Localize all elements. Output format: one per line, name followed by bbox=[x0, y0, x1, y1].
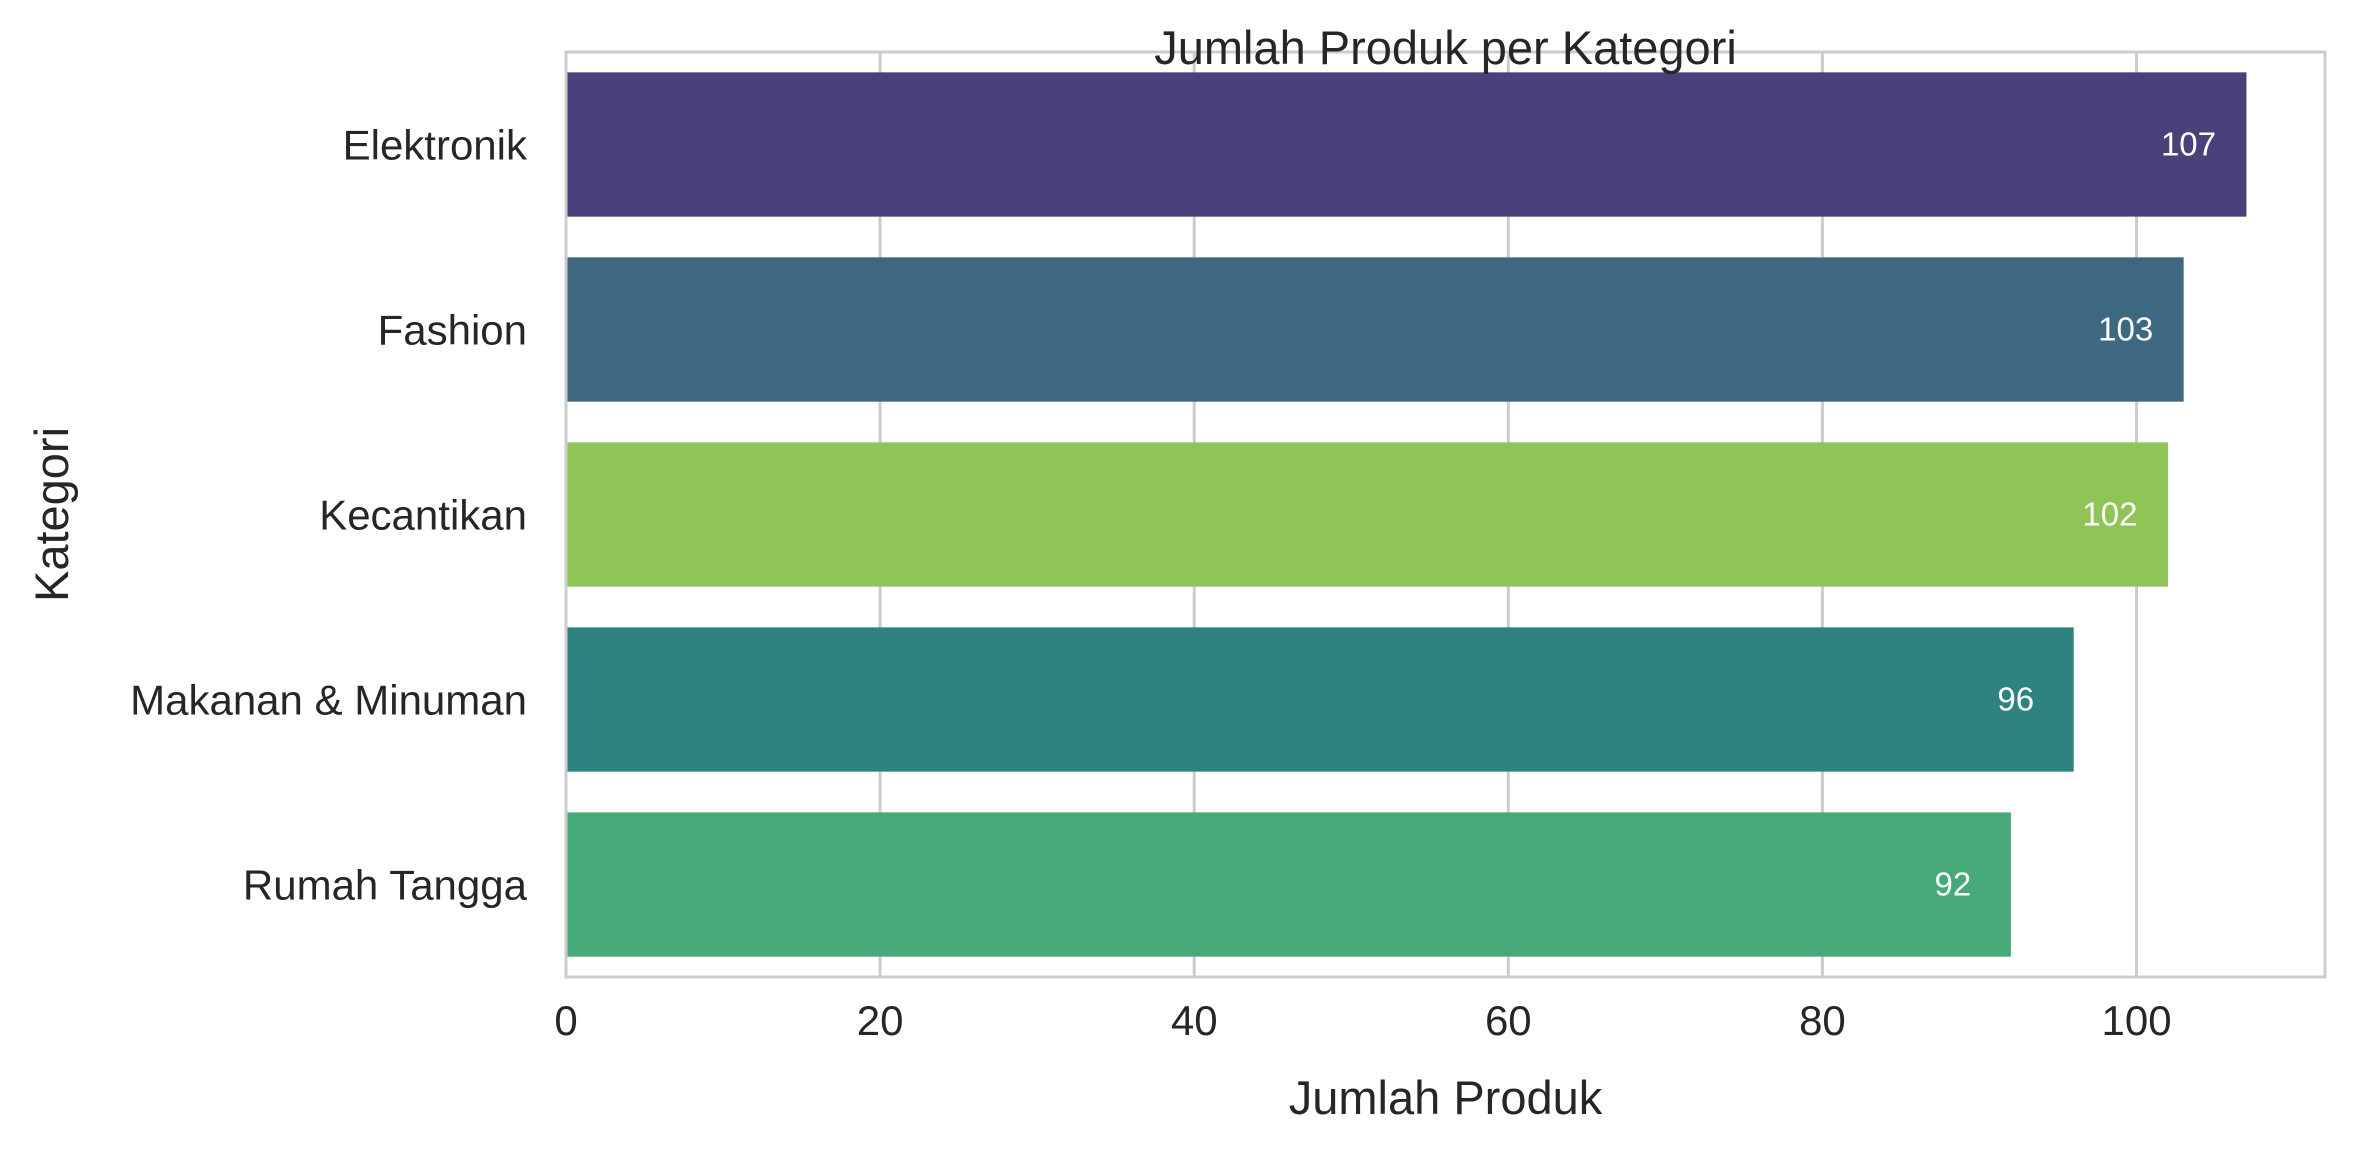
bar-value-label: 103 bbox=[2098, 311, 2153, 348]
x-tick-label: 40 bbox=[1171, 997, 1218, 1044]
x-tick-label: 0 bbox=[554, 997, 577, 1044]
x-tick-label: 60 bbox=[1485, 997, 1532, 1044]
bar bbox=[566, 627, 2074, 772]
plot-frame bbox=[564, 50, 2327, 979]
bars bbox=[566, 72, 2247, 957]
bar-value-label: 102 bbox=[2082, 496, 2137, 533]
y-tick-label: Kecantikan bbox=[319, 492, 527, 539]
y-tick-label: Fashion bbox=[378, 307, 527, 354]
y-axis-title: Kategori bbox=[25, 427, 78, 602]
bar-value-label: 107 bbox=[2161, 126, 2216, 163]
y-tick-label: Makanan & Minuman bbox=[130, 677, 527, 724]
bar bbox=[566, 442, 2168, 587]
y-tick-label: Elektronik bbox=[343, 122, 528, 169]
x-tick-label: 80 bbox=[1799, 997, 1846, 1044]
bar bbox=[566, 812, 2011, 957]
bar bbox=[566, 257, 2184, 402]
labels: 0 20 40 60 80 100 107 Elektronik 103 Fashion 102 Ke… bbox=[130, 122, 2216, 1045]
x-axis-title: Jumlah Produk bbox=[1289, 1071, 1603, 1124]
x-tick-label: 100 bbox=[2101, 997, 2171, 1044]
bar-value-label: 92 bbox=[1935, 866, 1972, 903]
x-tick-label: 20 bbox=[857, 997, 904, 1044]
bar bbox=[566, 72, 2247, 217]
y-tick-label: Rumah Tangga bbox=[243, 862, 528, 909]
chart-title: Jumlah Produk per Kategori bbox=[1154, 21, 1737, 74]
bar-value-label: 96 bbox=[1997, 681, 2034, 718]
